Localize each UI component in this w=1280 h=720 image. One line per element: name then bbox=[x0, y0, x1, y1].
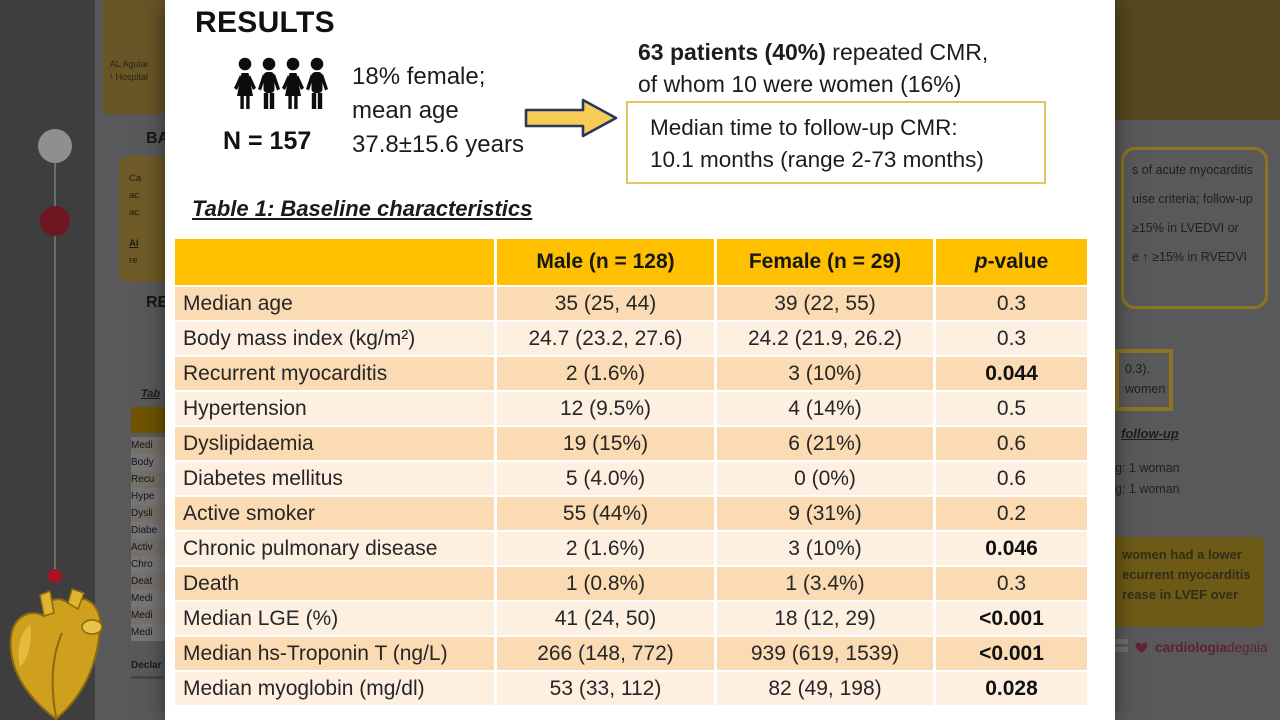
poster-background-box-text: Ca ac ac bbox=[129, 173, 142, 218]
table-cell-label: Body mass index (kg/m²) bbox=[175, 322, 494, 355]
poster-author-banner: AL Aguiar ¹ Hospital bbox=[103, 0, 165, 114]
table-cell-male: 41 (24, 50) bbox=[497, 602, 714, 635]
table-cell-label: Active smoker bbox=[175, 497, 494, 530]
table-cell-label: Death bbox=[175, 567, 494, 600]
table-cell-male: 35 (25, 44) bbox=[497, 287, 714, 320]
table-cell-male: 266 (148, 772) bbox=[497, 637, 714, 670]
table-cell-female: 9 (31%) bbox=[717, 497, 933, 530]
page-title: RESULTS bbox=[195, 6, 335, 39]
results-panel: RESULTS N = 157 18% female; mean age 37 bbox=[165, 0, 1115, 720]
table-cell-female: 18 (12, 29) bbox=[717, 602, 933, 635]
logo-text-bold: cardiologia bbox=[1155, 639, 1228, 655]
poster-declarations-fragment: Declar bbox=[131, 660, 162, 671]
poster-background-heading: BA bbox=[146, 130, 170, 147]
table-cell-label: Median age bbox=[175, 287, 494, 320]
table-header-female: Female (n = 29) bbox=[717, 239, 933, 285]
table-cell-female: 3 (10%) bbox=[717, 357, 933, 390]
table-cell-label: Hypertension bbox=[175, 392, 494, 425]
table-cell-female: 6 (21%) bbox=[717, 427, 933, 460]
table-cell-female: 3 (10%) bbox=[717, 532, 933, 565]
logo-text-light: degaia bbox=[1227, 639, 1268, 655]
p-rest: -value bbox=[987, 250, 1049, 273]
table-cell-male: 2 (1.6%) bbox=[497, 532, 714, 565]
table-cell-male: 19 (15%) bbox=[497, 427, 714, 460]
table-cell-male: 12 (9.5%) bbox=[497, 392, 714, 425]
table-cell-female: 0 (0%) bbox=[717, 462, 933, 495]
table-cell-label: Median myoglobin (mg/dl) bbox=[175, 672, 494, 705]
followup-line2: of whom 10 were women (16%) bbox=[638, 71, 962, 97]
table-cell-pvalue: 0.5 bbox=[936, 392, 1087, 425]
poster-top-band bbox=[1115, 0, 1280, 120]
table-cell-pvalue: 0.6 bbox=[936, 462, 1087, 495]
timeline-dot-red bbox=[48, 569, 62, 583]
followup-rest: repeated CMR, bbox=[825, 39, 989, 65]
timeline-line bbox=[54, 160, 56, 576]
median-followup-box: Median time to follow-up CMR: 10.1 month… bbox=[626, 101, 1046, 184]
table-cell-pvalue: 0.046 bbox=[936, 532, 1087, 565]
poster-followup-heading: follow-up bbox=[1121, 426, 1179, 441]
table-cell-male: 1 (0.8%) bbox=[497, 567, 714, 600]
table-cell-label: Diabetes mellitus bbox=[175, 462, 494, 495]
baseline-characteristics-table: Male (n = 128) Female (n = 29) p -value M… bbox=[175, 239, 1087, 705]
poster-results-heading: RE bbox=[146, 294, 169, 311]
footer-logos: cardiologiadegaia bbox=[1110, 639, 1268, 655]
table-cell-pvalue: 0.2 bbox=[936, 497, 1087, 530]
table-cell-pvalue: 0.044 bbox=[936, 357, 1087, 390]
poster-mid-box: 0.3). women bbox=[1115, 349, 1173, 411]
table-cell-female: 939 (619, 1539) bbox=[717, 637, 933, 670]
table-cell-label: Chronic pulmonary disease bbox=[175, 532, 494, 565]
table-cell-female: 39 (22, 55) bbox=[717, 287, 933, 320]
table-cell-pvalue: <0.001 bbox=[936, 602, 1087, 635]
table-header-empty bbox=[175, 239, 494, 285]
poster-mini-table-rows: Medi Body Recu Hype Dysli Diabe Activ Ch… bbox=[131, 437, 165, 641]
table-cell-female: 82 (49, 198) bbox=[717, 672, 933, 705]
timeline-node-red bbox=[40, 206, 70, 236]
table-cell-label: Dyslipidaemia bbox=[175, 427, 494, 460]
p-italic: p bbox=[974, 250, 988, 273]
table-cell-female: 1 (3.4%) bbox=[717, 567, 933, 600]
poster-mini-table-header bbox=[131, 407, 165, 433]
arrow-right-icon bbox=[524, 98, 618, 138]
table-cell-label: Median hs-Troponin T (ng/L) bbox=[175, 637, 494, 670]
table-cell-male: 2 (1.6%) bbox=[497, 357, 714, 390]
table-cell-pvalue: 0.6 bbox=[936, 427, 1087, 460]
followup-bold: 63 patients (40%) bbox=[638, 39, 826, 65]
cardiologia-logo-text: cardiologiadegaia bbox=[1155, 640, 1268, 655]
table-cell-pvalue: 0.3 bbox=[936, 567, 1087, 600]
cohort-n-label: N = 157 bbox=[223, 127, 312, 155]
poster-followup-list: g: 1 woman g: 1 woman bbox=[1115, 461, 1180, 496]
table-cell-pvalue: 0.3 bbox=[936, 287, 1087, 320]
poster-criteria-box: s of acute myocarditis uise criteria; fo… bbox=[1121, 147, 1268, 309]
poster-conclusion-box: women had a lower ecurrent myocarditis r… bbox=[1112, 537, 1264, 627]
poster-author-text: AL Aguiar ¹ Hospital bbox=[110, 59, 149, 82]
poster-mini-table-title: Tab bbox=[141, 388, 161, 400]
table-header-pvalue: p -value bbox=[936, 239, 1087, 285]
poster-background-box: Ca ac ac Al re bbox=[119, 156, 165, 282]
fine-print-line bbox=[131, 676, 163, 679]
table-cell-label: Recurrent myocarditis bbox=[175, 357, 494, 390]
people-group-icon bbox=[234, 57, 328, 109]
cohort-description: 18% female; mean age 37.8±15.6 years bbox=[352, 63, 524, 158]
poster-abstract-fragment: Al bbox=[129, 238, 139, 249]
table-cell-female: 24.2 (21.9, 26.2) bbox=[717, 322, 933, 355]
table-cell-label: Median LGE (%) bbox=[175, 602, 494, 635]
table-cell-pvalue: 0.3 bbox=[936, 322, 1087, 355]
congress-logo-placeholder bbox=[1110, 639, 1128, 655]
heart-illustration bbox=[9, 588, 103, 720]
timeline-node-gray bbox=[38, 129, 72, 163]
table-header-male: Male (n = 128) bbox=[497, 239, 714, 285]
table-cell-male: 53 (33, 112) bbox=[497, 672, 714, 705]
followup-summary: 63 patients (40%) repeated CMR, of whom … bbox=[638, 36, 988, 100]
table-title: Table 1: Baseline characteristics bbox=[192, 196, 533, 221]
table-cell-male: 5 (4.0%) bbox=[497, 462, 714, 495]
cardiologia-heart-icon bbox=[1135, 641, 1148, 653]
table-cell-female: 4 (14%) bbox=[717, 392, 933, 425]
table-cell-pvalue: <0.001 bbox=[936, 637, 1087, 670]
table-cell-male: 55 (44%) bbox=[497, 497, 714, 530]
table-cell-pvalue: 0.028 bbox=[936, 672, 1087, 705]
table-cell-male: 24.7 (23.2, 27.6) bbox=[497, 322, 714, 355]
poster-abstract-rest: re bbox=[129, 255, 138, 266]
